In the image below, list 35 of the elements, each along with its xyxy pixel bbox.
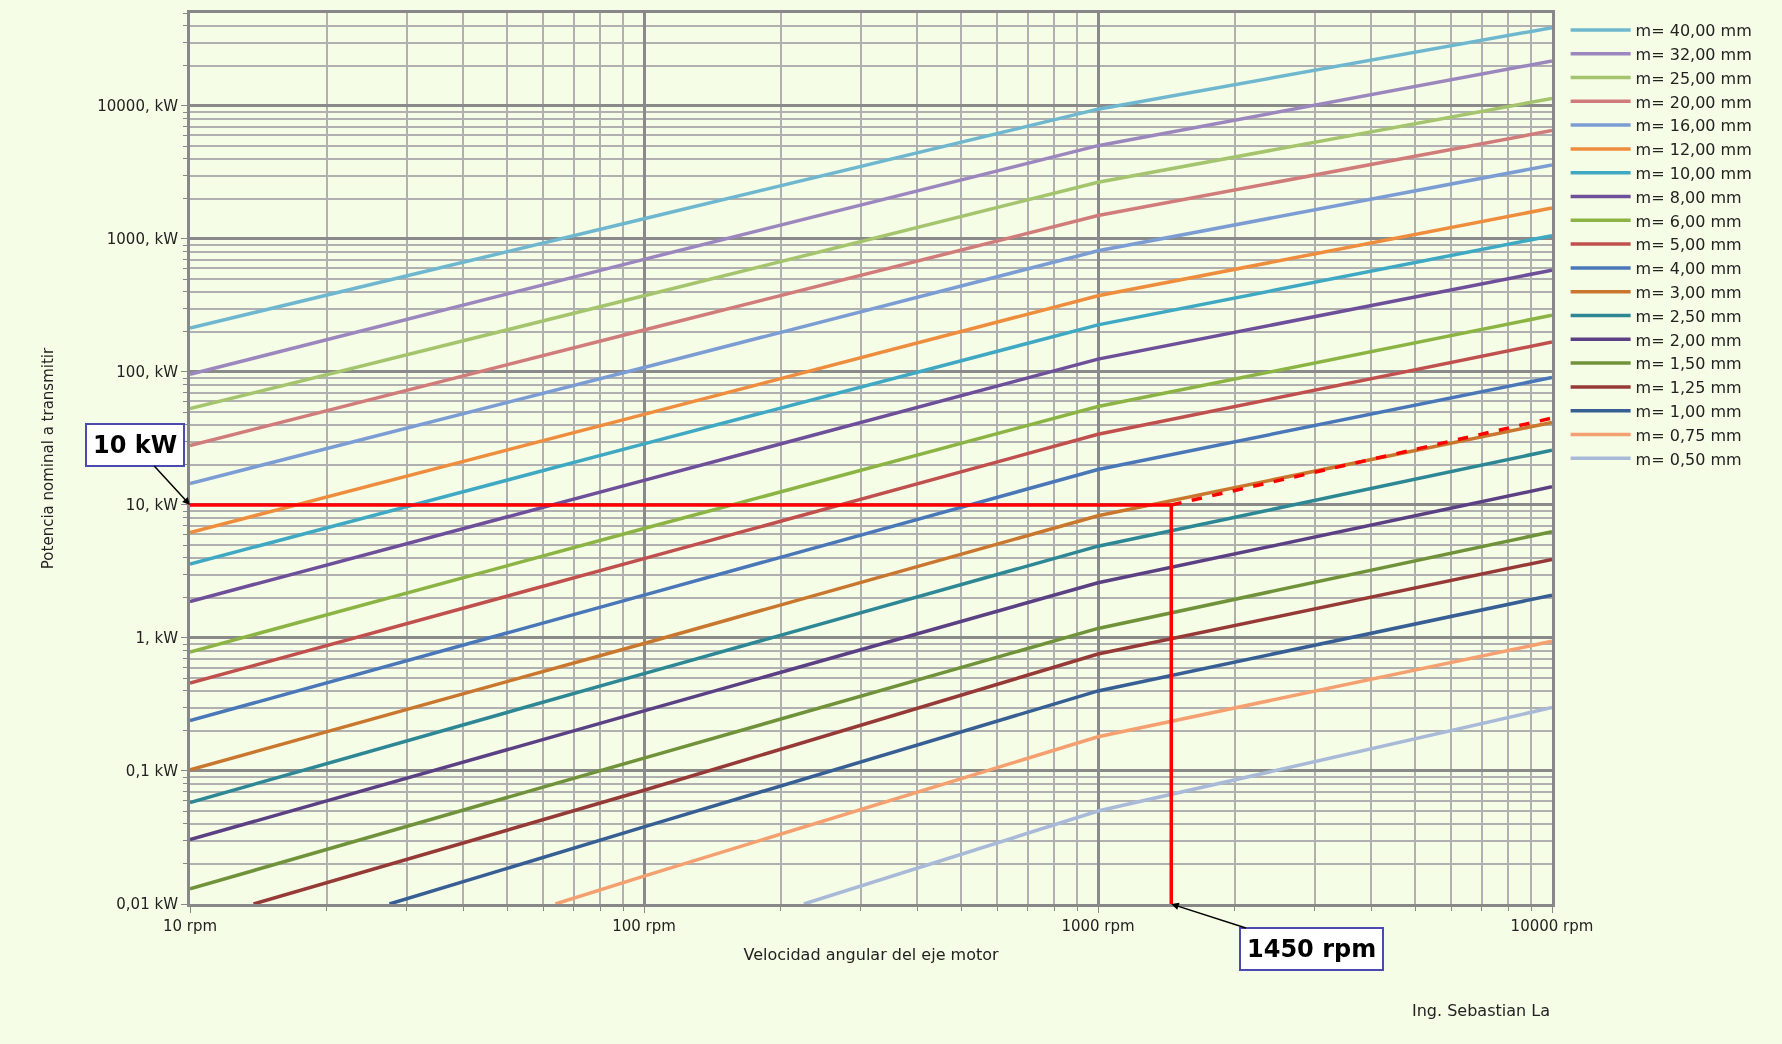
y-axis-title: Potencia nominal a transmitir xyxy=(39,347,58,570)
x-tick-label: 10000 rpm xyxy=(1510,917,1594,935)
text: Ing. Sebastian La xyxy=(1412,1001,1550,1020)
annotation: 1450 rpm xyxy=(1247,935,1377,963)
legend-label: m= 3,00 mm xyxy=(1635,282,1742,302)
x-tick-label: 10 rpm xyxy=(162,917,218,935)
y-tick-label: 0,01 kW xyxy=(116,895,179,914)
legend-label: m= 1,25 mm xyxy=(1635,378,1742,398)
legend-label: m= 32,00 mm xyxy=(1635,44,1752,64)
legend-label: m= 25,00 mm xyxy=(1635,68,1752,88)
legend-label: m= 1,50 mm xyxy=(1635,354,1742,374)
legend-label: m= 20,00 mm xyxy=(1635,92,1752,112)
y-tick-label: 10000, kW xyxy=(97,97,179,116)
y-tick-label: 10, kW xyxy=(125,496,179,515)
x-tick-label: 1000 rpm xyxy=(1061,917,1135,935)
legend-label: m= 16,00 mm xyxy=(1635,116,1752,136)
x-axis-title: Velocidad angular del eje motor xyxy=(743,944,999,964)
legend-label: m= 4,00 mm xyxy=(1635,259,1742,279)
y-tick-label: 0,1 kW xyxy=(125,762,179,781)
legend-label: m= 1,00 mm xyxy=(1635,401,1742,421)
legend-label: m= 2,00 mm xyxy=(1635,330,1742,350)
legend-label: m= 0,75 mm xyxy=(1635,425,1742,445)
y-tick-label: 100, kW xyxy=(116,363,179,382)
annotation: 10 kW xyxy=(93,431,178,459)
legend-label: m= 0,50 mm xyxy=(1635,449,1742,469)
x-tick-label: 100 rpm xyxy=(612,917,676,935)
legend-label: m= 8,00 mm xyxy=(1635,187,1742,207)
legend-label: m= 12,00 mm xyxy=(1635,140,1752,160)
legend-label: m= 2,50 mm xyxy=(1635,306,1742,326)
y-tick-label: 1, kW xyxy=(135,629,179,648)
legend-label: m= 10,00 mm xyxy=(1635,163,1752,183)
legend-label: m= 6,00 mm xyxy=(1635,211,1742,231)
legend-label: m= 5,00 mm xyxy=(1635,235,1742,255)
legend-label: m= 40,00 mm xyxy=(1635,21,1752,41)
y-tick-label: 1000, kW xyxy=(106,230,179,249)
